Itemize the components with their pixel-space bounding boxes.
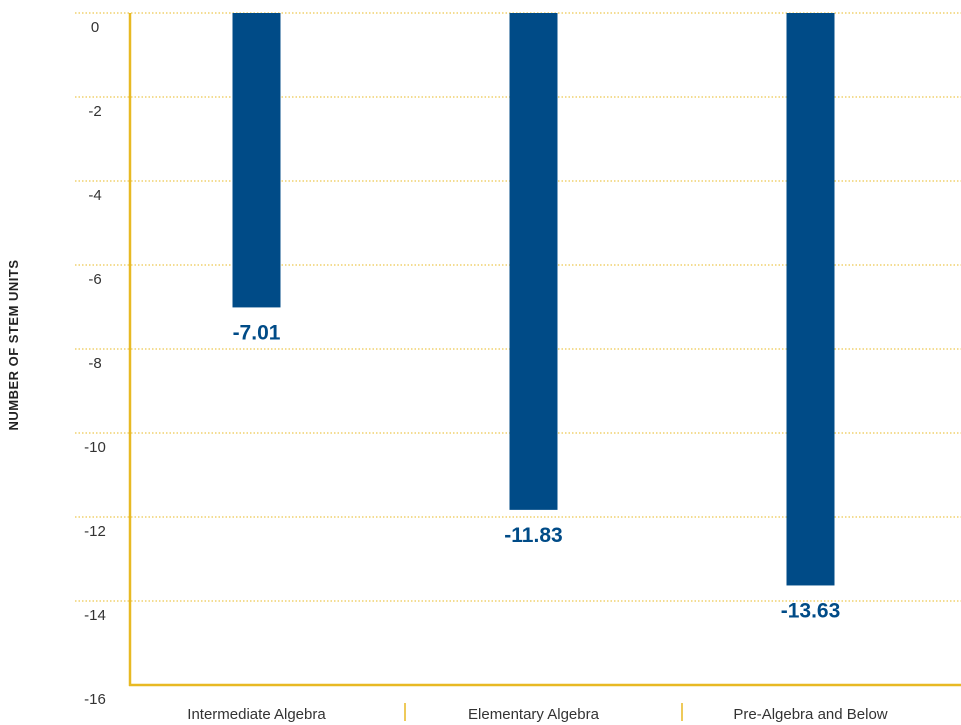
bar: [232, 13, 281, 308]
data-label: -13.63: [781, 599, 841, 622]
y-tick-label: -4: [88, 187, 101, 204]
y-tick-label: -2: [88, 103, 101, 120]
y-tick-label: -8: [88, 355, 101, 372]
y-tick-label: -6: [88, 271, 101, 288]
bar: [509, 13, 558, 510]
axes: [128, 13, 961, 721]
y-tick-label: -14: [84, 607, 106, 624]
x-category-label: Elementary Algebra: [468, 706, 600, 723]
x-category-labels: Intermediate Algebra Elementary Algebra Pr…: [187, 706, 888, 723]
x-category-label: Intermediate Algebra: [187, 706, 326, 723]
bar: [786, 13, 835, 586]
data-labels: -7.01 -11.83 -13.63: [233, 321, 841, 622]
bars: [232, 13, 835, 586]
y-tick-label: -10: [84, 439, 106, 456]
data-label: -11.83: [504, 524, 562, 547]
y-axis-label: NUMBER OF STEM UNITS: [6, 259, 21, 430]
y-tick-label: -12: [84, 523, 106, 540]
y-tick-labels: 0 -2 -4 -6 -8 -10 -12 -14 -16: [84, 19, 106, 708]
gridlines: [75, 12, 961, 602]
data-label: -7.01: [233, 321, 281, 344]
x-category-label: Pre-Algebra and Below: [733, 706, 887, 723]
y-tick-label: 0: [91, 19, 99, 36]
y-tick-label: -16: [84, 691, 106, 708]
